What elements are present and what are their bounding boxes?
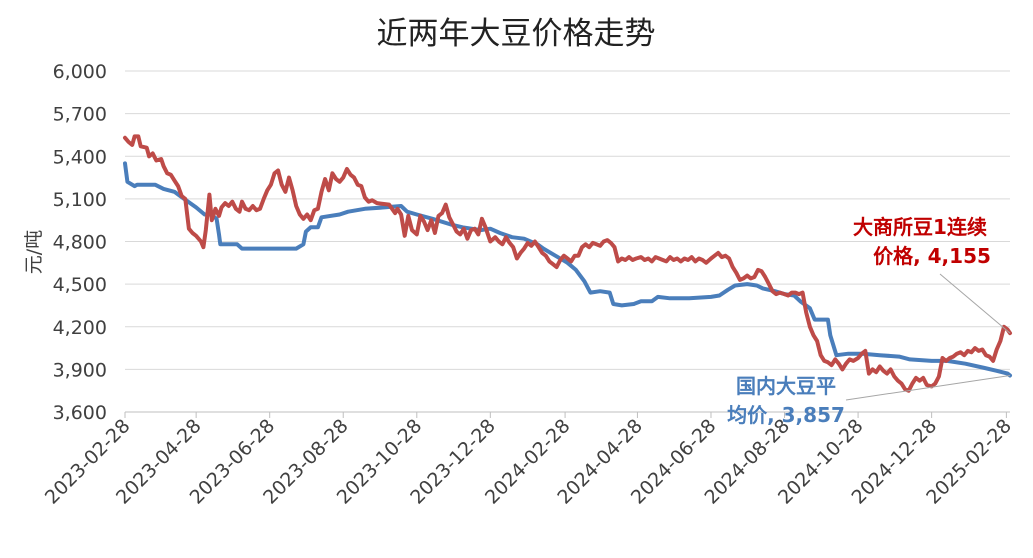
y-tick-label: 5,700 (53, 104, 107, 126)
y-tick-label: 6,000 (53, 61, 107, 83)
domestic-annotation-prefix: 均价, (727, 403, 782, 427)
y-tick-label: 4,500 (53, 274, 107, 296)
series-line-domestic (123, 161, 1012, 378)
y-tick-label: 3,600 (53, 402, 107, 424)
dce-annotation-title: 大商所豆1连续 (853, 215, 987, 239)
y-axis-label: 元/吨 (23, 230, 45, 274)
y-tick-label: 5,400 (53, 146, 107, 168)
dce-leader-line (939, 273, 1011, 334)
annotations: 大商所豆1连续 价格, 4,155 国内大豆平 均价, 3,857 (727, 215, 1011, 427)
dce-annotation-value-line: 价格, 4,155 (873, 244, 991, 268)
domestic-annotation-value: 3,857 (782, 403, 845, 427)
dce-annotation-value: 4,155 (928, 244, 991, 268)
gridlines (125, 70, 1010, 370)
chart-title: 近两年大豆价格走势 (377, 16, 656, 52)
y-tick-label: 5,100 (53, 189, 107, 211)
domestic-annotation-value-line: 均价, 3,857 (727, 403, 845, 427)
series-line-dce (123, 134, 1012, 393)
domestic-annotation-title: 国内大豆平 (736, 374, 836, 398)
y-tick-label: 4,200 (53, 317, 107, 339)
series-layer (123, 134, 1012, 393)
y-tick-label: 3,900 (53, 359, 107, 381)
y-axis-ticks: 3,600 3,900 4,200 4,500 4,800 5,100 5,400 5,700… (53, 61, 107, 424)
y-tick-label: 4,800 (53, 232, 107, 254)
domestic-leader-line (845, 374, 1011, 401)
dce-annotation-prefix: 价格, (873, 244, 928, 268)
